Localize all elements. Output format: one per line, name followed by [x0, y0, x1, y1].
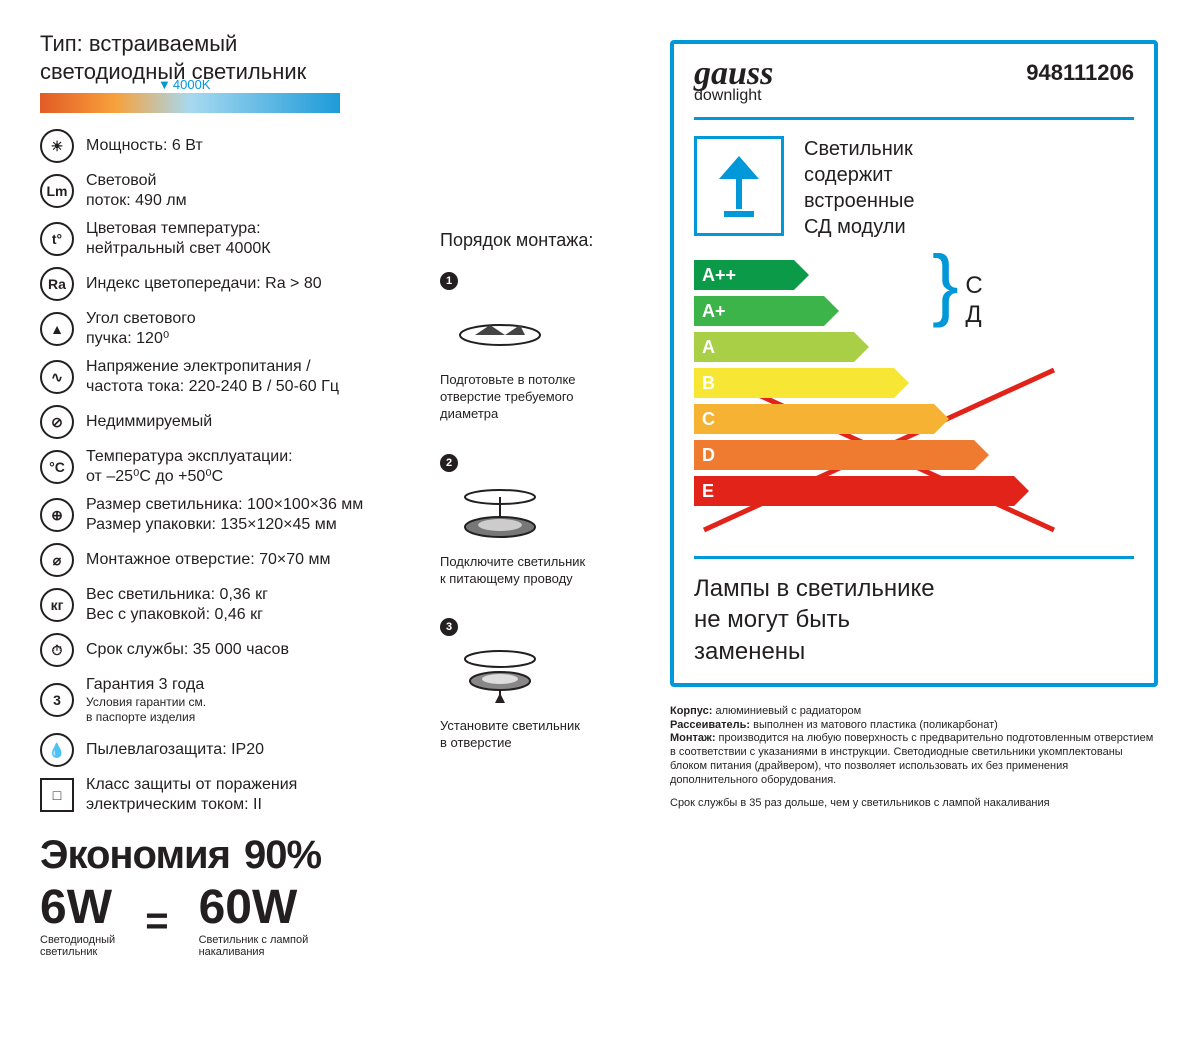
mount-step-1: 1 Подготовьте в потолке отверстие требуем…	[440, 271, 650, 423]
inc-watts: 60W	[199, 884, 309, 932]
rating-area: } С Д A++ A+ ABCDE	[694, 260, 1134, 540]
spec-row-hole: ⌀ Монтажное отверстие: 70×70 мм	[40, 543, 420, 577]
model-number: 948111206	[1026, 60, 1134, 86]
size-icon: ⊕	[40, 498, 74, 532]
mounting-column: Порядок монтажа: 1 Подготовьте в потолке …	[440, 30, 650, 958]
class-icon: □	[40, 778, 74, 812]
nodim-icon: ⊘	[40, 405, 74, 439]
led-sub: Светодиодный светильник	[40, 934, 115, 958]
step-text: Подключите светильник к питающему провод…	[440, 554, 650, 588]
bracket-label: } С Д	[932, 260, 983, 330]
footnotes: Корпус: алюминиевый с радиаторомРассеива…	[670, 705, 1158, 811]
color-temp-bar: 4000K	[40, 93, 420, 113]
inc-sub: Светильник с лампой накаливания	[199, 934, 309, 958]
spec-text: Температура эксплуатации: от –25⁰С до +5…	[86, 447, 293, 487]
lamp-icon	[694, 136, 784, 236]
temp-icon: t°	[40, 222, 74, 256]
equals: =	[145, 899, 168, 944]
step-number: 3	[440, 618, 458, 636]
step-number: 1	[440, 272, 458, 290]
rating-A: A	[694, 332, 854, 362]
spec-text: Угол светового пучка: 120⁰	[86, 309, 196, 349]
rating-B: B	[694, 368, 894, 398]
spec-row-optemp: °C Температура эксплуатации: от –25⁰С до …	[40, 447, 420, 487]
brand-sub: downlight	[694, 87, 773, 105]
rating-A++: A++	[694, 260, 794, 290]
ra-icon: Ra	[40, 267, 74, 301]
spec-text: Мощность: 6 Вт	[86, 136, 203, 156]
step-text: Подготовьте в потолке отверстие требуемо…	[440, 372, 650, 423]
footnote: Рассеиватель: выполнен из матового пласт…	[670, 719, 1158, 733]
led-watts: 6W	[40, 884, 115, 932]
energy-label-column: gauss downlight 948111206 Светильник сод…	[670, 30, 1158, 958]
weight-icon: кг	[40, 588, 74, 622]
hole-icon: ⌀	[40, 543, 74, 577]
brand-name: gauss	[694, 60, 773, 87]
step-illustration-icon	[440, 646, 560, 706]
spec-text: Срок службы: 35 000 часов	[86, 640, 289, 660]
footnote: Срок службы в 35 раз дольше, чем у свети…	[670, 797, 1158, 811]
rating-E: E	[694, 476, 1014, 506]
energy-card: gauss downlight 948111206 Светильник сод…	[670, 40, 1158, 687]
footnote: Корпус: алюминиевый с радиатором	[670, 705, 1158, 719]
warranty-icon: 3	[40, 683, 74, 717]
ip-icon: 💧	[40, 733, 74, 767]
step-number: 2	[440, 454, 458, 472]
nolamp-text: Лампы в светильнике не могут быть замене…	[694, 556, 1134, 667]
ct-gradient	[40, 93, 340, 113]
rating-D: D	[694, 440, 974, 470]
spec-row-temp: t° Цветовая температура: нейтральный свет…	[40, 219, 420, 259]
spec-row-lumen: Lm Световой поток: 490 лм	[40, 171, 420, 211]
spec-text: Класс защиты от поражения электрическим …	[86, 775, 297, 815]
mount-step-2: 2 Подключите светильник к питающему прово…	[440, 453, 650, 588]
spec-text: Вес светильника: 0,36 кг Вес с упаковкой…	[86, 585, 268, 625]
rating-C: C	[694, 404, 934, 434]
spec-row-angle: ▲ Угол светового пучка: 120⁰	[40, 309, 420, 349]
type-title: Тип: встраиваемый светодиодный светильни…	[40, 30, 420, 85]
spec-row-ac: ∿ Напряжение электропитания / частота ток…	[40, 357, 420, 397]
optemp-icon: °C	[40, 450, 74, 484]
spec-row-ra: Ra Индекс цветопередачи: Ra > 80	[40, 267, 420, 301]
spec-text: Недиммируемый	[86, 412, 212, 432]
specs-column: Тип: встраиваемый светодиодный светильни…	[40, 30, 420, 958]
spec-row-power: ☀ Мощность: 6 Вт	[40, 129, 420, 163]
ct-marker: 4000K	[158, 77, 210, 92]
life-icon: ⏱	[40, 633, 74, 667]
spec-row-life: ⏱ Срок службы: 35 000 часов	[40, 633, 420, 667]
spec-row-weight: кг Вес светильника: 0,36 кг Вес с упаковк…	[40, 585, 420, 625]
lumen-icon: Lm	[40, 174, 74, 208]
economy-title: Экономия	[40, 833, 230, 878]
spec-text: Размер светильника: 100×100×36 мм Размер…	[86, 495, 363, 535]
spec-row-class: □ Класс защиты от поражения электрическим…	[40, 775, 420, 815]
spec-row-warranty: 3 Гарантия 3 годаУсловия гарантии см. в п…	[40, 675, 420, 725]
spec-row-size: ⊕ Размер светильника: 100×100×36 мм Разме…	[40, 495, 420, 535]
footnote: Монтаж: производится на любую поверхност…	[670, 732, 1158, 787]
economy-block: Экономия 90% 6W Светодиодный светильник …	[40, 833, 420, 958]
angle-icon: ▲	[40, 312, 74, 346]
spec-text: Световой поток: 490 лм	[86, 171, 187, 211]
spec-list: ☀ Мощность: 6 Вт Lm Световой поток: 490 лм t…	[40, 129, 420, 815]
spec-row-ip: 💧 Пылевлагозащита: IP20	[40, 733, 420, 767]
module-text: Светильник содержит встроенные СД модули	[804, 136, 915, 240]
spec-text: Пылевлагозащита: IP20	[86, 740, 264, 760]
step-illustration-icon	[440, 482, 560, 542]
step-illustration-icon	[440, 300, 560, 360]
rating-A+: A+	[694, 296, 824, 326]
mounting-title: Порядок монтажа:	[440, 230, 650, 251]
spec-text: Индекс цветопередачи: Ra > 80	[86, 274, 322, 294]
spec-text: Напряжение электропитания / частота тока…	[86, 357, 339, 397]
economy-percent: 90%	[244, 833, 321, 878]
ac-icon: ∿	[40, 360, 74, 394]
mount-step-3: 3 Установите светильник в отверстие	[440, 617, 650, 752]
spec-text: Цветовая температура: нейтральный свет 4…	[86, 219, 271, 259]
step-text: Установите светильник в отверстие	[440, 718, 650, 752]
spec-text: Гарантия 3 годаУсловия гарантии см. в па…	[86, 675, 206, 725]
spec-row-nodim: ⊘ Недиммируемый	[40, 405, 420, 439]
power-icon: ☀	[40, 129, 74, 163]
spec-text: Монтажное отверстие: 70×70 мм	[86, 550, 331, 570]
